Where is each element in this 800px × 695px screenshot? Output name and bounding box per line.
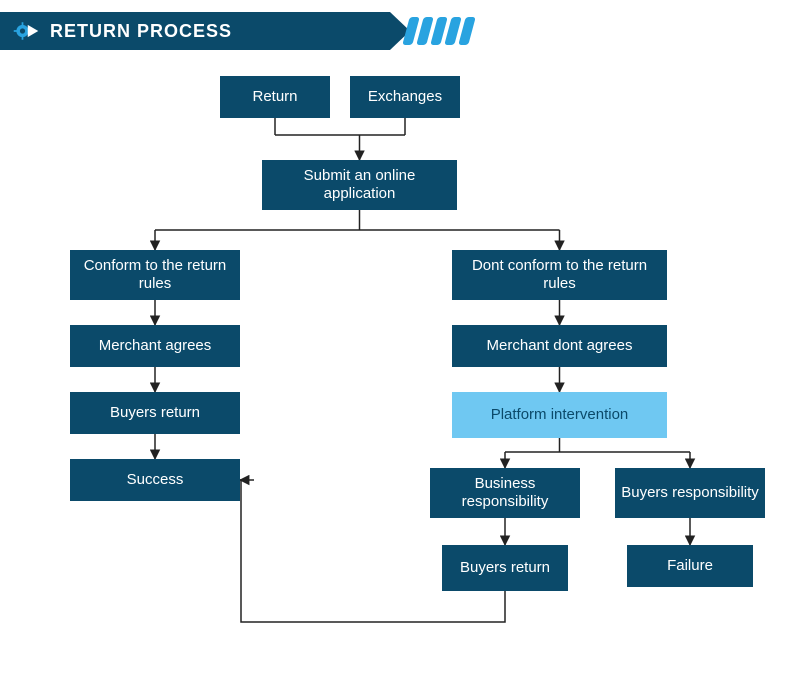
header-stripe bbox=[458, 17, 476, 45]
flowchart-canvas: RETURN PROCESS Return Exchanges Submit an … bbox=[0, 0, 800, 695]
node-label: Business responsibility bbox=[436, 475, 574, 511]
header-title: RETURN PROCESS bbox=[50, 21, 232, 42]
node-label: Merchant agrees bbox=[99, 337, 212, 355]
node-label: Failure bbox=[667, 557, 713, 575]
node-label: Conform to the return rules bbox=[76, 257, 234, 293]
node-label: Success bbox=[127, 471, 184, 489]
node-label: Buyers return bbox=[460, 559, 550, 577]
node-submit: Submit an online application bbox=[262, 160, 457, 210]
node-buyresp: Buyers responsibility bbox=[615, 468, 765, 518]
node-conform: Conform to the return rules bbox=[70, 250, 240, 300]
node-label: Return bbox=[252, 88, 297, 106]
node-mdontagrees: Merchant dont agrees bbox=[452, 325, 667, 367]
node-buyersreturn2: Buyers return bbox=[442, 545, 568, 591]
node-label: Merchant dont agrees bbox=[487, 337, 633, 355]
header-bar: RETURN PROCESS bbox=[0, 12, 390, 50]
header-stripes bbox=[406, 17, 472, 45]
node-label: Platform intervention bbox=[491, 406, 629, 424]
node-success: Success bbox=[70, 459, 240, 501]
node-label: Buyers return bbox=[110, 404, 200, 422]
node-exchanges: Exchanges bbox=[350, 76, 460, 118]
node-label: Buyers responsibility bbox=[621, 484, 759, 502]
node-label: Submit an online application bbox=[268, 167, 451, 203]
node-platform: Platform intervention bbox=[452, 392, 667, 438]
node-failure: Failure bbox=[627, 545, 753, 587]
node-label: Dont conform to the return rules bbox=[458, 257, 661, 293]
node-dontconform: Dont conform to the return rules bbox=[452, 250, 667, 300]
node-bizresp: Business responsibility bbox=[430, 468, 580, 518]
node-label: Exchanges bbox=[368, 88, 442, 106]
gear-arrow-icon bbox=[12, 17, 40, 45]
node-magrees: Merchant agrees bbox=[70, 325, 240, 367]
node-return: Return bbox=[220, 76, 330, 118]
node-buyersreturn1: Buyers return bbox=[70, 392, 240, 434]
